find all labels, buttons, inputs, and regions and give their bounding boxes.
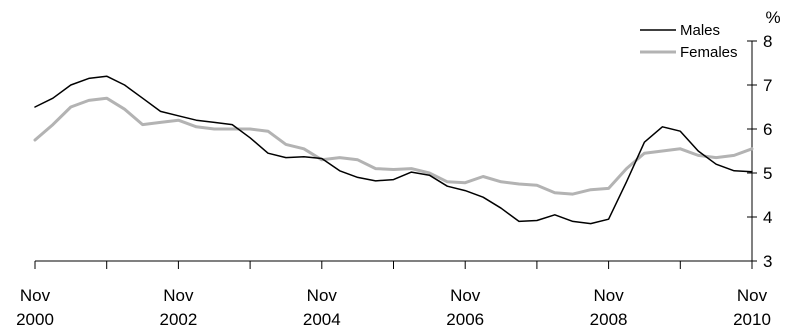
legend-label-males: Males bbox=[680, 22, 720, 39]
x-tick-label-month: Nov bbox=[20, 286, 51, 305]
y-tick-label: 7 bbox=[763, 76, 772, 95]
x-tick-label-year: 2000 bbox=[16, 310, 54, 329]
x-tick-label-month: Nov bbox=[163, 286, 194, 305]
axes bbox=[34, 40, 757, 269]
x-tick-label-month: Nov bbox=[450, 286, 481, 305]
series-line-females bbox=[33, 96, 754, 196]
x-tick-label-year: 2002 bbox=[159, 310, 197, 329]
x-tick-label-year: 2008 bbox=[590, 310, 628, 329]
y-axis-unit-label: % bbox=[765, 8, 780, 27]
x-tick-label-year: 2010 bbox=[733, 310, 771, 329]
y-tick-label: 8 bbox=[763, 32, 772, 51]
x-tick-label-year: 2006 bbox=[446, 310, 484, 329]
tick-labels: Nov 2000 Nov 2002 Nov 2004 Nov 2006 Nov 2008 Nov 20… bbox=[16, 8, 780, 329]
x-tick-label-month: Nov bbox=[737, 286, 768, 305]
legend-label-females: Females bbox=[680, 44, 738, 61]
x-tick-label-year: 2004 bbox=[303, 310, 341, 329]
series-layer bbox=[33, 75, 754, 225]
series-line-males bbox=[34, 75, 753, 225]
y-tick-label: 4 bbox=[763, 208, 772, 227]
x-tick-label-month: Nov bbox=[593, 286, 624, 305]
y-tick-label: 6 bbox=[763, 120, 772, 139]
x-tick-label-month: Nov bbox=[307, 286, 338, 305]
legend: Males Females bbox=[640, 22, 738, 61]
y-tick-label: 5 bbox=[763, 164, 772, 183]
y-tick-label: 3 bbox=[763, 252, 772, 271]
